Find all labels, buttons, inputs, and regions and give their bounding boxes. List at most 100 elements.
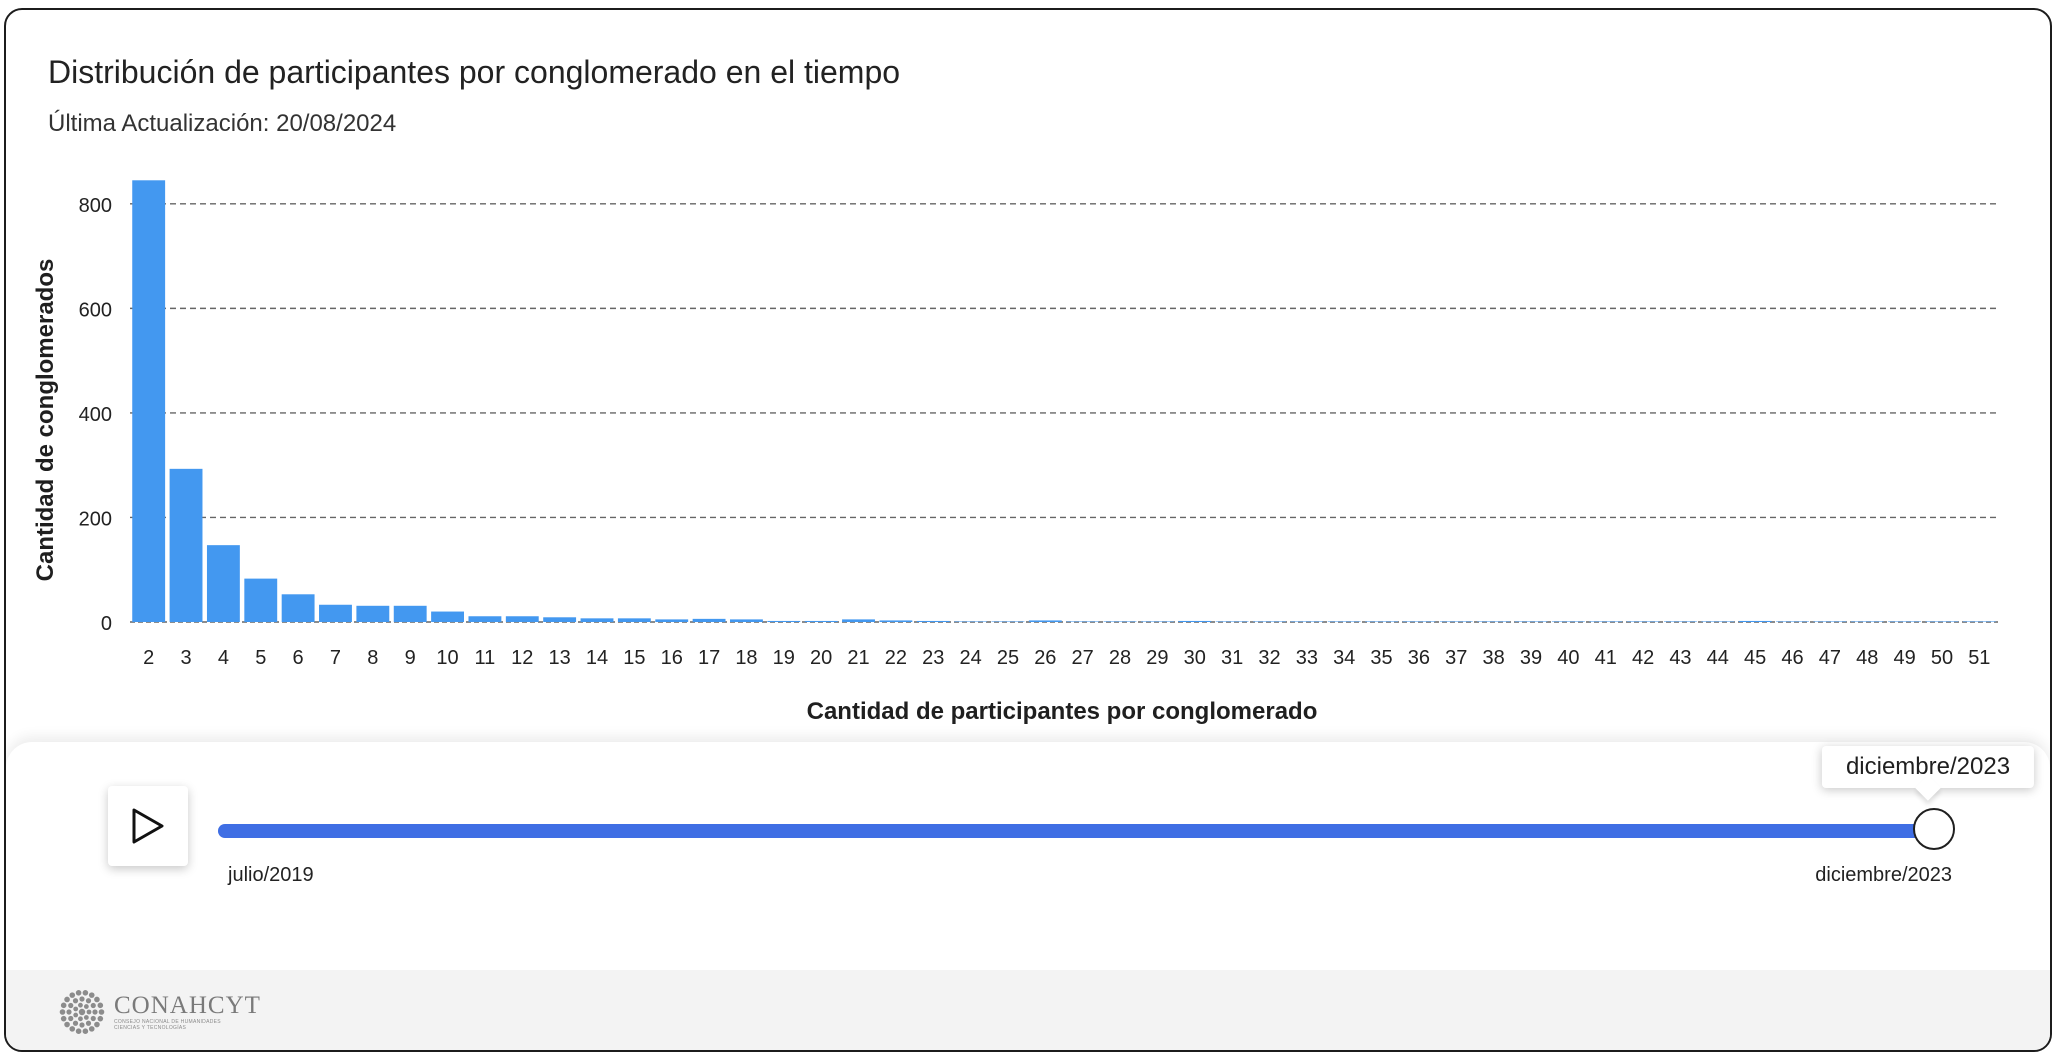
timeline-slider[interactable]	[218, 824, 1934, 838]
play-icon	[132, 808, 164, 844]
x-tick-label: 46	[1781, 647, 1803, 669]
bar-6	[281, 594, 315, 622]
x-tick-label: 39	[1520, 647, 1542, 669]
x-tick-label: 16	[661, 647, 683, 669]
bar-17	[692, 618, 726, 622]
x-tick-label: 22	[885, 647, 907, 669]
x-tick-label: 21	[847, 647, 869, 669]
timeline-player: diciembre/2023 julio/2019 diciembre/2023	[6, 742, 2050, 982]
x-tick-label: 26	[1034, 647, 1056, 669]
bar-43	[1664, 621, 1697, 622]
bar-16	[655, 619, 689, 622]
x-tick-label: 25	[997, 647, 1019, 669]
bar-14	[580, 618, 614, 622]
x-tick-label: 43	[1669, 647, 1691, 669]
bar-44	[1701, 621, 1735, 622]
chart-card: Distribución de participantes por conglo…	[4, 8, 2052, 1052]
conahcyt-logo: CONAHCYT CONSEJO NACIONAL DE HUMANIDADES…	[56, 986, 261, 1038]
x-tick-label: 4	[218, 647, 229, 669]
x-tick-label: 44	[1707, 647, 1729, 669]
timeline-progress	[218, 824, 1934, 838]
x-tick-label: 47	[1819, 647, 1841, 669]
bar-26	[1028, 620, 1062, 622]
bar-3	[169, 468, 203, 622]
bar-24	[954, 621, 988, 622]
play-button[interactable]	[108, 786, 188, 866]
x-tick-label: 33	[1296, 647, 1318, 669]
x-tick-label: 5	[255, 647, 266, 669]
bar-48	[1850, 621, 1884, 622]
bar-28	[1103, 621, 1137, 622]
bar-11	[468, 616, 502, 622]
bar-9	[393, 605, 427, 622]
bar-50	[1925, 621, 1959, 622]
x-tick-label: 10	[436, 647, 458, 669]
y-tick-label: 400	[79, 404, 112, 426]
timeline-start-label: julio/2019	[228, 864, 314, 886]
bar-45	[1738, 620, 1772, 622]
bar-22	[879, 620, 913, 622]
bar-41	[1589, 621, 1623, 622]
bar-42	[1626, 621, 1660, 622]
x-tick-label: 49	[1893, 647, 1915, 669]
bar-46	[1776, 621, 1809, 622]
x-tick-label: 11	[475, 647, 496, 669]
x-tick-label: 35	[1370, 647, 1392, 669]
x-tick-label: 15	[623, 647, 645, 669]
x-tick-label: 18	[735, 647, 757, 669]
bar-29	[1140, 621, 1174, 622]
bar-13	[543, 617, 577, 622]
x-tick-label: 12	[511, 647, 533, 669]
x-tick-label: 6	[293, 647, 304, 669]
bar-18	[730, 619, 763, 622]
x-tick-label: 51	[1968, 647, 1990, 669]
bar-47	[1813, 621, 1847, 622]
x-tick-label: 8	[367, 647, 378, 669]
x-tick-label: 50	[1931, 647, 1953, 669]
bar-12	[505, 616, 539, 622]
x-tick-label: 28	[1109, 647, 1131, 669]
bar-2	[132, 180, 166, 622]
bar-10	[431, 611, 464, 622]
bar-27	[1066, 621, 1100, 622]
x-tick-label: 3	[180, 647, 191, 669]
bar-23	[916, 620, 950, 622]
bar-30	[1178, 620, 1212, 622]
bar-31	[1215, 621, 1249, 622]
bar-4	[206, 545, 240, 622]
bar-40	[1551, 621, 1585, 622]
bar-35	[1365, 621, 1398, 622]
x-tick-label: 30	[1184, 647, 1206, 669]
logo-subtitle-1: CONSEJO NACIONAL DE HUMANIDADES	[114, 1019, 221, 1025]
last-update-text: Última Actualización: 20/08/2024	[48, 110, 397, 137]
bar-36	[1402, 621, 1436, 622]
x-tick-label: 31	[1221, 647, 1243, 669]
bar-39	[1514, 621, 1548, 622]
y-tick-label: 600	[79, 299, 112, 321]
x-tick-label: 20	[810, 647, 832, 669]
bar-34	[1327, 621, 1361, 622]
bar-8	[356, 605, 390, 622]
bar-32	[1253, 621, 1286, 622]
page-title: Distribución de participantes por conglo…	[48, 54, 901, 90]
x-tick-label: 27	[1072, 647, 1094, 669]
y-axis-label: Cantidad de conglomerados	[32, 258, 59, 582]
conahcyt-emblem-icon	[59, 989, 105, 1035]
bar-21	[842, 619, 875, 622]
x-tick-label: 24	[959, 647, 981, 669]
timeline-handle[interactable]	[1913, 808, 1955, 850]
x-tick-label: 37	[1445, 647, 1467, 669]
x-tick-label: 40	[1557, 647, 1579, 669]
bar-37	[1439, 621, 1473, 622]
bar-15	[617, 618, 651, 622]
x-tick-label: 17	[698, 647, 720, 669]
x-tick-label: 29	[1146, 647, 1168, 669]
bar-7	[319, 604, 352, 622]
x-tick-label: 14	[586, 647, 608, 669]
x-tick-label: 9	[405, 647, 416, 669]
bar-5	[244, 578, 278, 622]
y-tick-label: 200	[79, 508, 112, 530]
x-tick-label: 2	[143, 647, 154, 669]
footer: CONAHCYT CONSEJO NACIONAL DE HUMANIDADES…	[6, 970, 2050, 1050]
